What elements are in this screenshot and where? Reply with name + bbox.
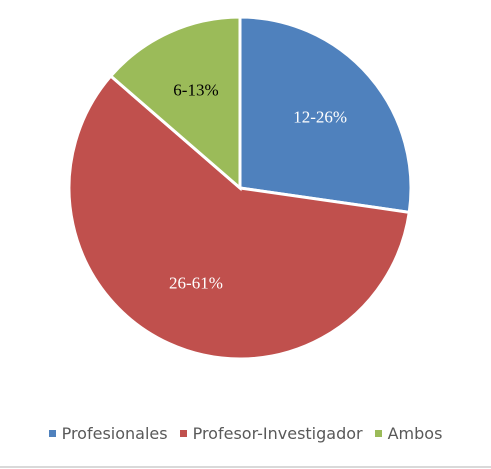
chart-legend: Profesionales Profesor-Investigador Ambo… [0, 424, 491, 443]
legend-label-ambos: Ambos [387, 424, 443, 443]
slice-profesionales [238, 15, 413, 215]
legend-item-profesionales: Profesionales [48, 424, 168, 443]
legend-swatch-profesionales [48, 430, 56, 437]
slice-profesor-investigador [67, 73, 411, 361]
legend-label-profesionales: Profesionales [61, 424, 168, 443]
data-label-ambos: 6-13% [173, 80, 218, 99]
slice-ambos [108, 15, 242, 192]
legend-swatch-ambos [374, 430, 382, 437]
legend-item-profesor-investigador: Profesor-Investigador [179, 424, 363, 443]
legend-item-ambos: Ambos [374, 424, 443, 443]
legend-label-profesor-investigador: Profesor-Investigador [192, 424, 363, 443]
legend-swatch-profesor-investigador [179, 430, 187, 437]
data-label-profesor-investigador: 26-61% [169, 273, 223, 292]
data-label-profesionales: 12-26% [293, 107, 347, 126]
bottom-divider [0, 466, 491, 468]
